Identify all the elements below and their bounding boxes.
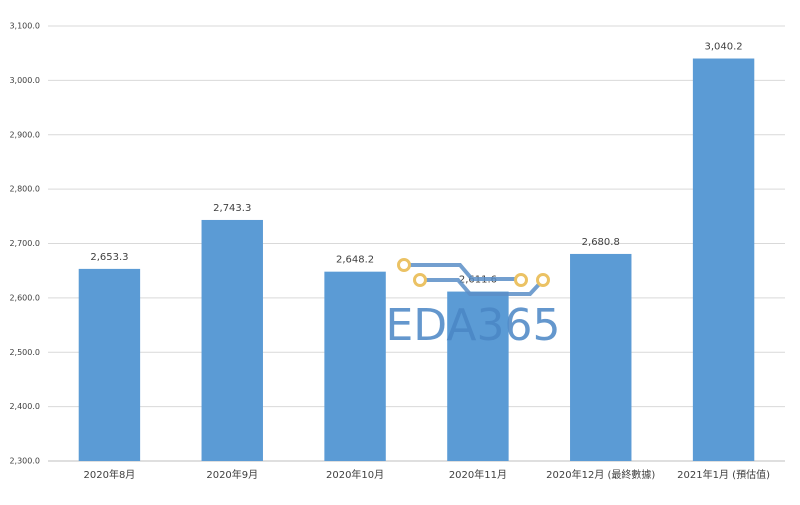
value-label: 2,653.3 [90,252,128,263]
watermark-dot [514,273,528,287]
x-tick-label: 2020年12月 (最終數據) [546,468,655,481]
y-tick-label: 2,800.0 [9,185,40,194]
watermark-dot [413,273,427,287]
y-tick-label: 3,100.0 [9,22,40,31]
bar [201,219,263,461]
value-label: 2,648.2 [336,255,374,266]
bar [78,268,141,461]
x-tick-label: 2020年11月 [449,468,507,481]
value-label: 2,743.3 [213,203,251,214]
watermark-dot [536,273,550,287]
x-tick-label: 2021年1月 (預估值) [677,468,770,481]
y-tick-label: 2,500.0 [9,348,40,357]
watermark-dot [397,258,411,272]
x-tick-label: 2020年10月 [326,468,384,481]
watermark-trace [404,263,520,281]
bar [570,253,632,461]
bar [692,58,755,462]
bar [324,271,386,461]
y-tick-label: 2,600.0 [9,293,40,302]
watermark-trace [420,278,545,296]
y-tick-label: 2,700.0 [9,239,40,248]
bar [447,291,509,461]
y-tick-label: 2,300.0 [9,457,40,466]
x-tick-label: 2020年9月 [206,468,258,481]
watermark: EDA365 [386,258,561,351]
watermark-text: EDA365 [386,300,561,351]
value-label: 3,040.2 [704,42,742,53]
y-tick-label: 3,000.0 [9,76,40,85]
value-label: 2,680.8 [582,237,620,248]
y-tick-label: 2,900.0 [9,130,40,139]
y-tick-label: 2,400.0 [9,402,40,411]
x-tick-label: 2020年8月 [84,468,136,481]
